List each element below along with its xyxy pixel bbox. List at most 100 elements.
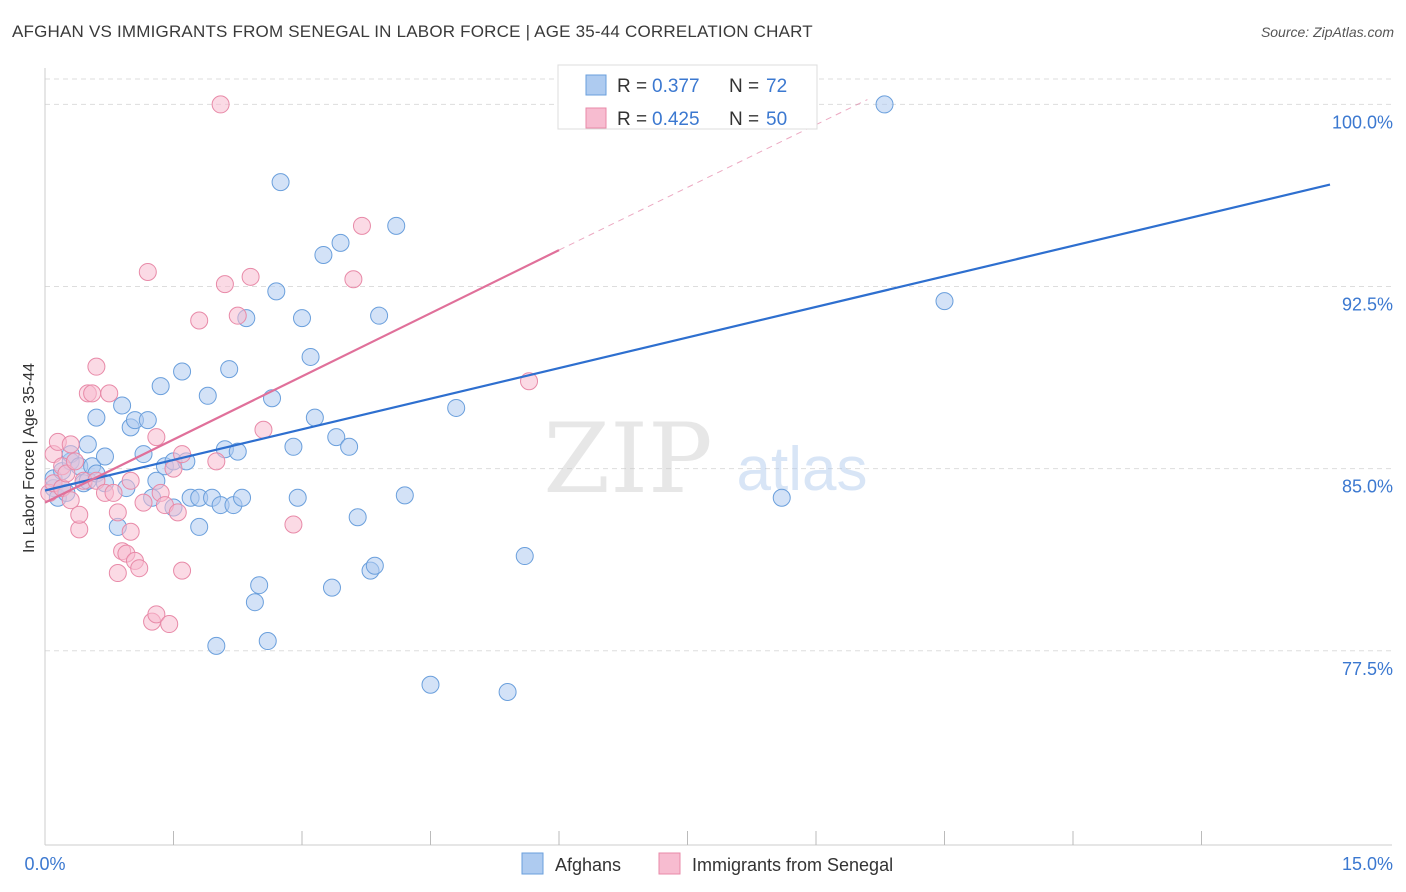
senegal-point xyxy=(65,452,84,471)
afghan-point xyxy=(151,377,170,396)
afghan-point xyxy=(395,486,414,505)
legend-n-label: N = xyxy=(729,76,759,97)
afghan-point xyxy=(95,447,114,466)
senegal-point xyxy=(138,262,157,281)
afghan-point xyxy=(271,173,290,192)
senegal-point xyxy=(164,459,183,478)
afghan-point xyxy=(87,408,106,427)
afghan-point xyxy=(875,95,894,114)
afghan-point xyxy=(331,233,350,252)
senegal-trend-extension xyxy=(558,99,868,251)
afghan-point xyxy=(190,517,209,536)
afghan-point xyxy=(348,508,367,527)
legend-r-label: R = xyxy=(617,109,647,130)
y-tick-label: 92.5% xyxy=(1342,295,1393,315)
chart-title: AFGHAN VS IMMIGRANTS FROM SENEGAL IN LAB… xyxy=(12,22,813,41)
senegal-point xyxy=(147,428,166,447)
senegal-point xyxy=(215,275,234,294)
legend-n-value: 72 xyxy=(766,76,787,97)
senegal-point xyxy=(108,564,127,583)
senegal-point xyxy=(211,95,230,114)
x-tick-label: 15.0% xyxy=(1342,854,1393,874)
axes-layer: 100.0% 92.5% 85.0% 77.5% 0.0% 15.0% xyxy=(24,68,1393,874)
bottom-legend: Afghans Immigrants from Senegal xyxy=(521,852,893,875)
bottom-legend-label-afghans: Afghans xyxy=(555,855,621,875)
afghan-point xyxy=(301,347,320,366)
senegal-point xyxy=(130,559,149,578)
bottom-legend-swatch-afghans xyxy=(521,852,544,875)
senegal-point xyxy=(254,420,273,439)
afghan-point xyxy=(228,442,247,461)
legend-swatch-senegal xyxy=(585,107,607,129)
afghan-point xyxy=(387,216,406,235)
senegal-point xyxy=(87,357,106,376)
senegal-point xyxy=(352,216,371,235)
afghan-point xyxy=(207,636,226,655)
afghan-point xyxy=(267,282,286,301)
legend-r-label: R = xyxy=(617,76,647,97)
afghan-point xyxy=(772,488,791,507)
afghan-point xyxy=(421,675,440,694)
afghan-point xyxy=(340,437,359,456)
afghan-point xyxy=(250,576,269,595)
points-layer xyxy=(40,95,954,702)
legend-swatch-afghans xyxy=(585,74,607,96)
source-credit: Source: ZipAtlas.com xyxy=(1260,24,1394,40)
legend: R = 0.377 N = 72 R = 0.425 N = 50 xyxy=(557,64,818,130)
senegal-point xyxy=(228,306,247,325)
afghan-point xyxy=(233,488,252,507)
legend-r-value: 0.425 xyxy=(652,109,700,130)
afghan-point xyxy=(173,362,192,381)
afghan-trend-line xyxy=(44,183,1331,492)
afghan-point xyxy=(314,245,333,264)
senegal-trend-line xyxy=(44,249,560,504)
senegal-point xyxy=(168,503,187,522)
afghan-point xyxy=(447,398,466,417)
afghan-point xyxy=(113,396,132,415)
afghan-point xyxy=(198,386,217,405)
y-axis-title-group: In Labor Force | Age 35-44 xyxy=(21,363,38,553)
senegal-point xyxy=(173,561,192,580)
afghan-point xyxy=(935,292,954,311)
bottom-legend-swatch-senegal xyxy=(658,852,681,875)
senegal-point xyxy=(241,267,260,286)
grid-layer xyxy=(45,78,1392,652)
senegal-point xyxy=(284,515,303,534)
afghan-point xyxy=(365,556,384,575)
afghan-point xyxy=(370,306,389,325)
afghan-point xyxy=(305,408,324,427)
senegal-point xyxy=(83,384,102,403)
afghan-point xyxy=(515,547,534,566)
watermark-zip: ZIP xyxy=(543,403,712,515)
senegal-point xyxy=(61,435,80,454)
x-tick-label: 0.0% xyxy=(24,854,65,874)
afghan-point xyxy=(327,428,346,447)
senegal-point xyxy=(190,311,209,330)
afghan-point xyxy=(138,411,157,430)
senegal-point xyxy=(134,493,153,512)
senegal-point xyxy=(100,384,119,403)
senegal-point xyxy=(207,452,226,471)
y-axis-title: In Labor Force | Age 35-44 xyxy=(21,363,38,553)
afghan-point xyxy=(293,309,311,328)
senegal-point xyxy=(108,503,127,522)
senegal-point xyxy=(61,491,80,510)
y-tick-label: 85.0% xyxy=(1342,477,1393,497)
legend-r-value: 0.377 xyxy=(652,76,700,97)
afghan-point xyxy=(245,593,264,612)
afghan-point xyxy=(322,578,341,597)
afghan-point xyxy=(284,437,303,456)
senegal-point xyxy=(160,615,179,634)
senegal-point xyxy=(104,483,123,502)
senegal-point xyxy=(121,522,140,541)
legend-n-value: 50 xyxy=(766,109,787,130)
watermark-atlas: atlas xyxy=(737,435,868,504)
afghan-point xyxy=(288,488,307,507)
afghan-point xyxy=(258,632,277,651)
watermark: ZIP atlas xyxy=(543,403,867,515)
trend-layer xyxy=(44,99,1331,504)
afghan-point xyxy=(220,360,239,379)
senegal-point xyxy=(70,505,89,524)
afghan-point xyxy=(498,683,517,702)
